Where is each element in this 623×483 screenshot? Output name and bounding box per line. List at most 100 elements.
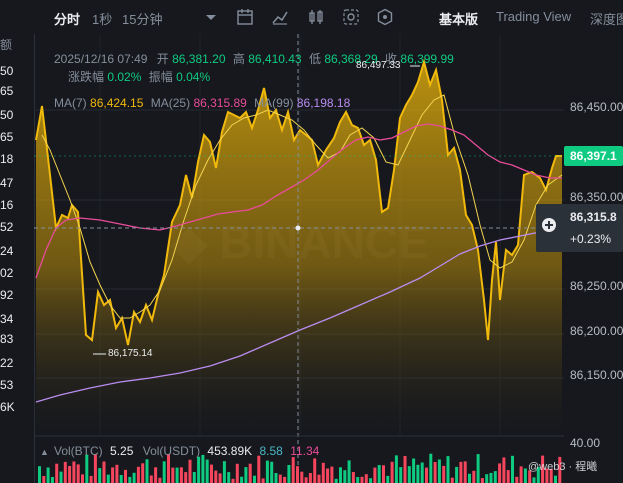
volume-bar <box>240 476 244 483</box>
amplitude-value: 0.04% <box>176 70 211 84</box>
collapse-icon[interactable]: ▲ <box>40 447 49 457</box>
volume-bar <box>420 462 424 483</box>
vol-ma2-value: 11.34 <box>290 444 320 458</box>
volume-bar <box>433 462 437 483</box>
left-column-value: 92 <box>0 288 14 302</box>
volume-bar <box>132 472 136 483</box>
volume-bar <box>50 477 54 483</box>
volume-bar <box>81 474 84 483</box>
volume-bar <box>506 470 510 483</box>
ma-info: MA(7) 86,424.15 MA(25) 86,315.89 MA(99) … <box>54 96 350 110</box>
ohlc-datetime: 2025/12/16 07:49 <box>54 52 148 66</box>
volume-bar <box>399 467 403 483</box>
tab-depth[interactable]: 深度图 <box>590 12 623 27</box>
change-value: 0.02% <box>107 70 142 84</box>
tab-time-sharing[interactable]: 分时 <box>54 12 81 27</box>
volume-bar <box>480 478 484 483</box>
low-label: 低 <box>308 52 321 66</box>
tab-basic[interactable]: 基本版 <box>439 12 479 27</box>
high-annotation: 86,497.33 <box>356 60 401 71</box>
crosshair-center <box>295 225 301 231</box>
volume-bar <box>76 464 80 483</box>
volume-bar <box>68 466 72 483</box>
volume-bar <box>442 465 446 483</box>
volume-bar <box>42 476 46 483</box>
left-column-value: 47 <box>0 176 14 190</box>
chevron-down-icon[interactable] <box>202 8 220 26</box>
calendar-icon[interactable] <box>236 8 254 26</box>
volume-bar <box>545 468 549 483</box>
settings-icon[interactable] <box>342 8 360 26</box>
volume-bar <box>369 478 373 483</box>
volume-bar <box>270 461 274 483</box>
volume-bar <box>111 467 115 483</box>
change-label: 涨跌幅 <box>68 70 105 84</box>
volume-bar <box>179 467 183 483</box>
ma99-label: MA(99) <box>254 96 294 110</box>
volume-bar <box>343 470 347 483</box>
volume-bar <box>278 474 282 483</box>
vol-btc-value: 5.25 <box>110 444 134 458</box>
volume-bar <box>373 467 377 483</box>
volume-bar <box>364 474 368 483</box>
volume-bar <box>141 463 145 483</box>
volume-bar <box>171 467 175 483</box>
amplitude-label: 振幅 <box>148 70 173 84</box>
change-info: 涨跌幅 0.02% 振幅 0.04% <box>68 68 210 85</box>
left-column-value: 02 <box>0 266 14 280</box>
crosshair-price-badge[interactable]: 86,315.8 +0.23% <box>536 204 623 252</box>
volume-bar <box>175 467 179 483</box>
volume-bar <box>304 477 308 483</box>
left-column-header: 额 <box>0 38 13 52</box>
volume-bar <box>536 467 540 483</box>
left-column-value: 83 <box>0 332 14 346</box>
volume-bar <box>334 478 338 483</box>
interval-15m[interactable]: 15分钟 <box>122 12 163 27</box>
volume-bar <box>119 475 123 483</box>
tab-tradingview[interactable]: Trading View <box>496 9 572 24</box>
volume-bar <box>511 455 514 483</box>
volume-bar <box>115 464 119 483</box>
volume-bar <box>197 456 201 483</box>
volume-bar <box>489 472 493 483</box>
hexagon-icon[interactable] <box>376 8 394 26</box>
volume-bar <box>72 461 76 483</box>
volume-bar <box>162 461 166 483</box>
volume-bar <box>450 477 454 483</box>
volume-bar <box>192 472 196 483</box>
price-tick: 86,450.00 <box>570 100 623 114</box>
add-order-icon[interactable] <box>542 218 556 232</box>
price-tick: 86,350.00 <box>570 190 623 204</box>
volume-bar <box>347 460 351 483</box>
ma25-label: MA(25) <box>150 96 191 110</box>
volume-bar <box>377 465 381 483</box>
volume-bar <box>317 474 321 483</box>
volume-bar <box>554 475 557 483</box>
low-value: 86,368.29 <box>324 52 378 66</box>
left-column-value: 52 <box>0 220 14 234</box>
volume-bar <box>339 467 342 483</box>
ohlc-info: 2025/12/16 07:49 开 86,381.20 高 86,410.43… <box>54 50 454 67</box>
candlestick-icon[interactable] <box>307 8 325 26</box>
open-value: 86,381.20 <box>172 52 226 66</box>
left-column-value: 34 <box>0 312 14 326</box>
indicator-icon[interactable] <box>271 8 289 26</box>
volume-bar <box>515 476 519 483</box>
volume-bar <box>231 478 235 483</box>
volume-bar <box>541 455 545 483</box>
price-tick: 86,150.00 <box>570 368 623 382</box>
volume-bar <box>205 459 209 483</box>
ma99-value: 86,198.18 <box>296 96 351 110</box>
volume-bar <box>291 457 295 483</box>
interval-1s[interactable]: 1秒 <box>92 12 113 27</box>
volume-bar <box>472 470 476 483</box>
left-column-value: 53 <box>0 378 14 392</box>
volume-bar <box>283 476 287 483</box>
volume-bar <box>214 470 218 483</box>
crosshair-change: +0.23% <box>570 232 612 246</box>
ma7-line <box>41 94 563 319</box>
author-watermark: @web3 · 程曦 <box>528 461 598 473</box>
volume-bar <box>55 463 59 483</box>
volume-bar <box>532 477 536 483</box>
